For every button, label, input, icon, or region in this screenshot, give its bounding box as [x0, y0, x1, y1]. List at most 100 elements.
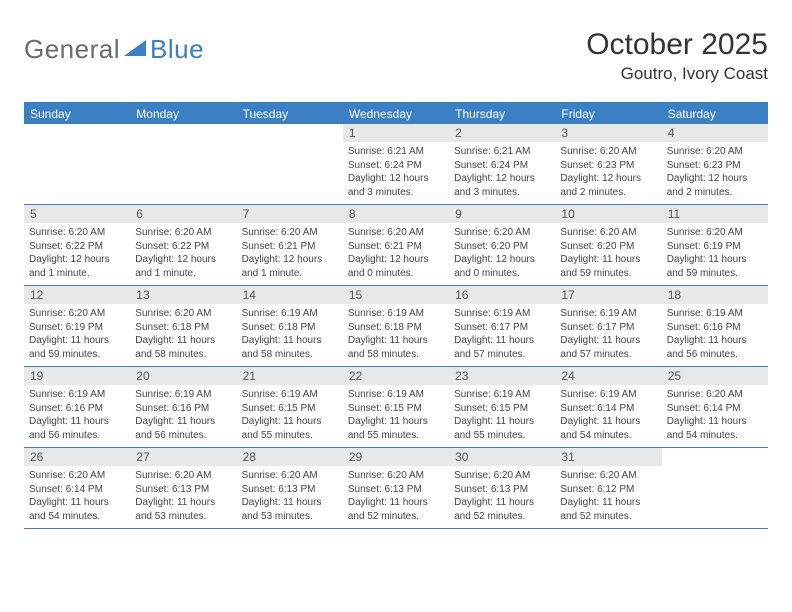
- day-body: Sunrise: 6:20 AMSunset: 6:13 PMDaylight:…: [237, 466, 343, 527]
- calendar-day-cell: 16Sunrise: 6:19 AMSunset: 6:17 PMDayligh…: [449, 286, 555, 366]
- day-body: Sunrise: 6:19 AMSunset: 6:15 PMDaylight:…: [237, 385, 343, 446]
- day-number: 4: [662, 124, 768, 142]
- sunrise-text: Sunrise: 6:20 AM: [29, 307, 125, 321]
- day-number: [130, 124, 236, 142]
- calendar-day-cell: 2Sunrise: 6:21 AMSunset: 6:24 PMDaylight…: [449, 124, 555, 204]
- day-number: 5: [24, 205, 130, 223]
- day-body: Sunrise: 6:20 AMSunset: 6:13 PMDaylight:…: [130, 466, 236, 527]
- calendar-day-cell: 29Sunrise: 6:20 AMSunset: 6:13 PMDayligh…: [343, 448, 449, 528]
- sunrise-text: Sunrise: 6:19 AM: [135, 388, 231, 402]
- sunrise-text: Sunrise: 6:19 AM: [454, 388, 550, 402]
- daylight-text: Daylight: 12 hours and 3 minutes.: [454, 172, 550, 199]
- calendar-day-cell: [24, 124, 130, 204]
- sunrise-text: Sunrise: 6:20 AM: [348, 469, 444, 483]
- day-number: 13: [130, 286, 236, 304]
- sunset-text: Sunset: 6:16 PM: [29, 402, 125, 416]
- day-number: 29: [343, 448, 449, 466]
- daylight-text: Daylight: 12 hours and 1 minute.: [29, 253, 125, 280]
- page-title: October 2025: [586, 28, 768, 62]
- calendar-day-cell: 26Sunrise: 6:20 AMSunset: 6:14 PMDayligh…: [24, 448, 130, 528]
- day-body: Sunrise: 6:20 AMSunset: 6:19 PMDaylight:…: [24, 304, 130, 365]
- sunrise-text: Sunrise: 6:21 AM: [348, 145, 444, 159]
- day-body: Sunrise: 6:19 AMSunset: 6:14 PMDaylight:…: [555, 385, 661, 446]
- day-number: 10: [555, 205, 661, 223]
- day-body: Sunrise: 6:21 AMSunset: 6:24 PMDaylight:…: [449, 142, 555, 203]
- sunrise-text: Sunrise: 6:20 AM: [560, 145, 656, 159]
- sunset-text: Sunset: 6:19 PM: [29, 321, 125, 335]
- daylight-text: Daylight: 11 hours and 59 minutes.: [29, 334, 125, 361]
- day-body: Sunrise: 6:20 AMSunset: 6:22 PMDaylight:…: [130, 223, 236, 284]
- calendar-day-header: Sunday Monday Tuesday Wednesday Thursday…: [24, 104, 768, 124]
- daylight-text: Daylight: 12 hours and 1 minute.: [135, 253, 231, 280]
- sunset-text: Sunset: 6:17 PM: [560, 321, 656, 335]
- calendar-day-cell: [237, 124, 343, 204]
- day-body: Sunrise: 6:20 AMSunset: 6:14 PMDaylight:…: [662, 385, 768, 446]
- daylight-text: Daylight: 11 hours and 54 minutes.: [560, 415, 656, 442]
- daylight-text: Daylight: 11 hours and 55 minutes.: [348, 415, 444, 442]
- sunrise-text: Sunrise: 6:20 AM: [242, 226, 338, 240]
- sunset-text: Sunset: 6:18 PM: [135, 321, 231, 335]
- brand-part2: Blue: [150, 34, 204, 65]
- day-header-fri: Friday: [555, 104, 661, 124]
- day-number: 18: [662, 286, 768, 304]
- sunrise-text: Sunrise: 6:20 AM: [560, 469, 656, 483]
- sunrise-text: Sunrise: 6:19 AM: [560, 307, 656, 321]
- sunrise-text: Sunrise: 6:20 AM: [135, 469, 231, 483]
- day-body: Sunrise: 6:20 AMSunset: 6:13 PMDaylight:…: [343, 466, 449, 527]
- daylight-text: Daylight: 11 hours and 56 minutes.: [667, 334, 763, 361]
- day-body: Sunrise: 6:19 AMSunset: 6:18 PMDaylight:…: [343, 304, 449, 365]
- sunrise-text: Sunrise: 6:20 AM: [560, 226, 656, 240]
- day-header-mon: Monday: [130, 104, 236, 124]
- calendar-day-cell: 4Sunrise: 6:20 AMSunset: 6:23 PMDaylight…: [662, 124, 768, 204]
- calendar-day-cell: 11Sunrise: 6:20 AMSunset: 6:19 PMDayligh…: [662, 205, 768, 285]
- sunset-text: Sunset: 6:13 PM: [348, 483, 444, 497]
- sunset-text: Sunset: 6:16 PM: [135, 402, 231, 416]
- header: General Blue October 2025 Goutro, Ivory …: [24, 28, 768, 84]
- sunset-text: Sunset: 6:17 PM: [454, 321, 550, 335]
- daylight-text: Daylight: 11 hours and 54 minutes.: [667, 415, 763, 442]
- daylight-text: Daylight: 12 hours and 0 minutes.: [454, 253, 550, 280]
- day-header-sun: Sunday: [24, 104, 130, 124]
- calendar-day-cell: 10Sunrise: 6:20 AMSunset: 6:20 PMDayligh…: [555, 205, 661, 285]
- sunrise-text: Sunrise: 6:19 AM: [667, 307, 763, 321]
- sunrise-text: Sunrise: 6:20 AM: [667, 145, 763, 159]
- calendar-day-cell: 18Sunrise: 6:19 AMSunset: 6:16 PMDayligh…: [662, 286, 768, 366]
- calendar-week: 5Sunrise: 6:20 AMSunset: 6:22 PMDaylight…: [24, 205, 768, 286]
- sunrise-text: Sunrise: 6:20 AM: [29, 469, 125, 483]
- day-number: 15: [343, 286, 449, 304]
- calendar-day-cell: 3Sunrise: 6:20 AMSunset: 6:23 PMDaylight…: [555, 124, 661, 204]
- daylight-text: Daylight: 11 hours and 57 minutes.: [560, 334, 656, 361]
- day-number: 21: [237, 367, 343, 385]
- sunrise-text: Sunrise: 6:20 AM: [135, 307, 231, 321]
- day-header-wed: Wednesday: [343, 104, 449, 124]
- calendar-day-cell: 13Sunrise: 6:20 AMSunset: 6:18 PMDayligh…: [130, 286, 236, 366]
- sunset-text: Sunset: 6:18 PM: [242, 321, 338, 335]
- calendar-day-cell: 9Sunrise: 6:20 AMSunset: 6:20 PMDaylight…: [449, 205, 555, 285]
- day-body: Sunrise: 6:19 AMSunset: 6:16 PMDaylight:…: [662, 304, 768, 365]
- day-number: [662, 448, 768, 466]
- sunset-text: Sunset: 6:21 PM: [348, 240, 444, 254]
- day-body: Sunrise: 6:20 AMSunset: 6:20 PMDaylight:…: [449, 223, 555, 284]
- day-number: 3: [555, 124, 661, 142]
- sunset-text: Sunset: 6:24 PM: [348, 159, 444, 173]
- calendar-day-cell: 23Sunrise: 6:19 AMSunset: 6:15 PMDayligh…: [449, 367, 555, 447]
- sunset-text: Sunset: 6:18 PM: [348, 321, 444, 335]
- calendar-day-cell: 21Sunrise: 6:19 AMSunset: 6:15 PMDayligh…: [237, 367, 343, 447]
- calendar-day-cell: 31Sunrise: 6:20 AMSunset: 6:12 PMDayligh…: [555, 448, 661, 528]
- daylight-text: Daylight: 11 hours and 58 minutes.: [242, 334, 338, 361]
- sunset-text: Sunset: 6:14 PM: [560, 402, 656, 416]
- day-body: Sunrise: 6:20 AMSunset: 6:22 PMDaylight:…: [24, 223, 130, 284]
- day-number: 31: [555, 448, 661, 466]
- sunset-text: Sunset: 6:22 PM: [29, 240, 125, 254]
- calendar-day-cell: 25Sunrise: 6:20 AMSunset: 6:14 PMDayligh…: [662, 367, 768, 447]
- calendar-day-cell: 22Sunrise: 6:19 AMSunset: 6:15 PMDayligh…: [343, 367, 449, 447]
- day-body: Sunrise: 6:19 AMSunset: 6:18 PMDaylight:…: [237, 304, 343, 365]
- daylight-text: Daylight: 11 hours and 56 minutes.: [29, 415, 125, 442]
- calendar-day-cell: [662, 448, 768, 528]
- calendar-day-cell: 20Sunrise: 6:19 AMSunset: 6:16 PMDayligh…: [130, 367, 236, 447]
- sunrise-text: Sunrise: 6:20 AM: [667, 226, 763, 240]
- sunrise-text: Sunrise: 6:19 AM: [242, 307, 338, 321]
- day-body: Sunrise: 6:20 AMSunset: 6:23 PMDaylight:…: [555, 142, 661, 203]
- calendar-day-cell: 27Sunrise: 6:20 AMSunset: 6:13 PMDayligh…: [130, 448, 236, 528]
- day-body: Sunrise: 6:19 AMSunset: 6:15 PMDaylight:…: [343, 385, 449, 446]
